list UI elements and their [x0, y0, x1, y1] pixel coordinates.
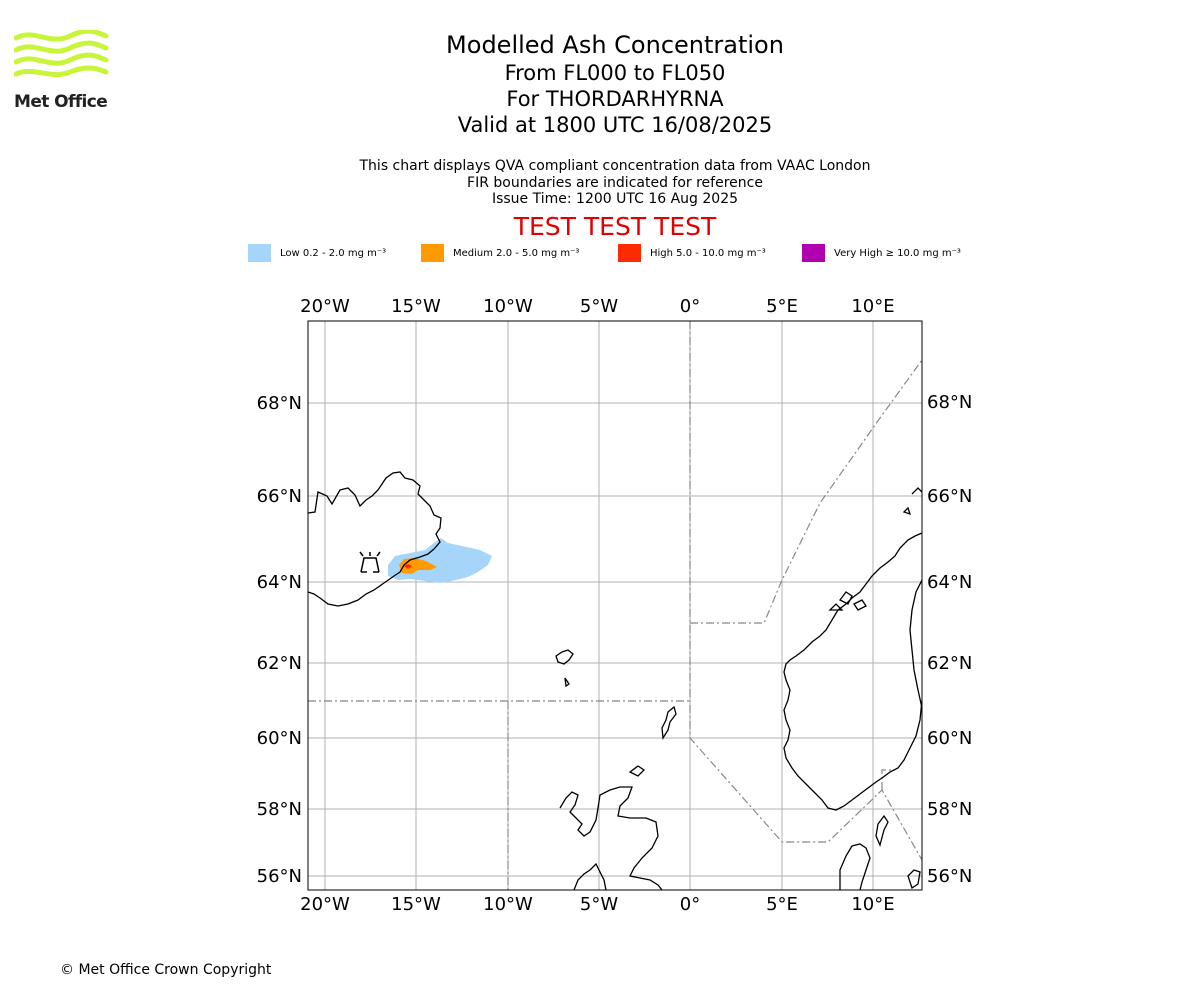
lat-tick-right: 58°N: [927, 799, 972, 820]
subtitle-line-1: This chart displays QVA compliant concen…: [359, 158, 871, 174]
legend-swatch-medium: [421, 244, 444, 262]
lat-tick-right: 68°N: [927, 392, 972, 413]
lon-tick-bottom: 10°E: [851, 894, 894, 915]
title-line-1: Modelled Ash Concentration: [446, 31, 784, 59]
lon-tick-bottom: 0°: [680, 894, 700, 915]
title-line-4: Valid at 1800 UTC 16/08/2025: [457, 113, 773, 137]
lon-tick-bottom: 5°E: [766, 894, 798, 915]
legend-item-low: Low 0.2 - 2.0 mg m⁻³: [248, 244, 386, 262]
legend-swatch-high: [618, 244, 641, 262]
lon-tick-bottom: 5°W: [580, 894, 618, 915]
volcano-icon: [359, 551, 381, 573]
met-office-logo-text: Met Office: [14, 92, 108, 112]
lat-tick-left: 58°N: [257, 799, 302, 820]
chart-title: Modelled Ash Concentration From FL000 to…: [315, 30, 915, 138]
lat-tick-left: 56°N: [257, 866, 302, 887]
concentration-legend: Low 0.2 - 2.0 mg m⁻³ Medium 2.0 - 5.0 mg…: [0, 244, 1200, 264]
legend-swatch-low: [248, 244, 271, 262]
subtitle-line-2: FIR boundaries are indicated for referen…: [467, 174, 763, 191]
title-line-2: From FL000 to FL050: [504, 61, 726, 85]
lat-tick-left: 60°N: [257, 728, 302, 749]
coastlines: [308, 471, 922, 890]
lon-tick-bottom: 10°W: [483, 894, 533, 915]
lat-tick-left: 62°N: [257, 653, 302, 674]
lon-tick-top: 10°E: [851, 296, 894, 317]
lon-labels-bottom: 20°W 15°W 10°W 5°W 0° 5°E 10°E: [300, 894, 894, 915]
legend-label-low: Low 0.2 - 2.0 mg m⁻³: [280, 247, 387, 259]
graticule: [308, 321, 922, 890]
lon-tick-top: 20°W: [300, 296, 350, 317]
ash-high-area: [404, 564, 412, 569]
title-line-3: For THORDARHYRNA: [506, 87, 724, 111]
test-warning: TEST TEST TEST: [513, 212, 717, 241]
lat-tick-right: 56°N: [927, 866, 972, 887]
coastline-scotland: [559, 786, 663, 890]
lat-labels-right: 68°N 66°N 64°N 62°N 60°N 58°N 56°N: [927, 392, 972, 887]
lon-tick-top: 15°W: [391, 296, 441, 317]
lon-tick-bottom: 20°W: [300, 894, 350, 915]
fir-boundaries: [308, 321, 922, 890]
lon-tick-top: 10°W: [483, 296, 533, 317]
legend-item-high: High 5.0 - 10.0 mg m⁻³: [618, 244, 766, 262]
lat-tick-right: 62°N: [927, 653, 972, 674]
subtitle-line-3: Issue Time: 1200 UTC 16 Aug 2025: [491, 191, 739, 207]
lon-tick-top: 5°E: [766, 296, 798, 317]
legend-item-medium: Medium 2.0 - 5.0 mg m⁻³: [421, 244, 579, 262]
lat-tick-right: 66°N: [927, 486, 972, 507]
met-office-logo: [14, 30, 109, 78]
lon-tick-top: 0°: [680, 296, 700, 317]
coastline-iceland: [308, 471, 442, 607]
coastline-norway: [783, 532, 922, 811]
lon-tick-bottom: 15°W: [391, 894, 441, 915]
legend-item-very-high: Very High ≥ 10.0 mg m⁻³: [802, 244, 961, 262]
lon-labels-top: 20°W 15°W 10°W 5°W 0° 5°E 10°E: [300, 296, 894, 317]
lat-labels-left: 68°N 66°N 64°N 62°N 60°N 58°N 56°N: [257, 393, 302, 887]
legend-swatch-very-high: [802, 244, 825, 262]
chart-subtitle: This chart displays QVA compliant concen…: [315, 158, 915, 208]
map-frame: [307, 320, 923, 891]
lat-tick-left: 66°N: [257, 486, 302, 507]
lat-tick-left: 64°N: [257, 572, 302, 593]
legend-label-high: High 5.0 - 10.0 mg m⁻³: [650, 247, 766, 259]
legend-label-very-high: Very High ≥ 10.0 mg m⁻³: [834, 247, 961, 259]
lat-tick-right: 64°N: [927, 572, 972, 593]
lon-tick-top: 5°W: [580, 296, 618, 317]
legend-label-medium: Medium 2.0 - 5.0 mg m⁻³: [453, 247, 580, 259]
lat-tick-right: 60°N: [927, 728, 972, 749]
lat-tick-left: 68°N: [257, 393, 302, 414]
copyright-notice: © Met Office Crown Copyright: [60, 962, 272, 978]
